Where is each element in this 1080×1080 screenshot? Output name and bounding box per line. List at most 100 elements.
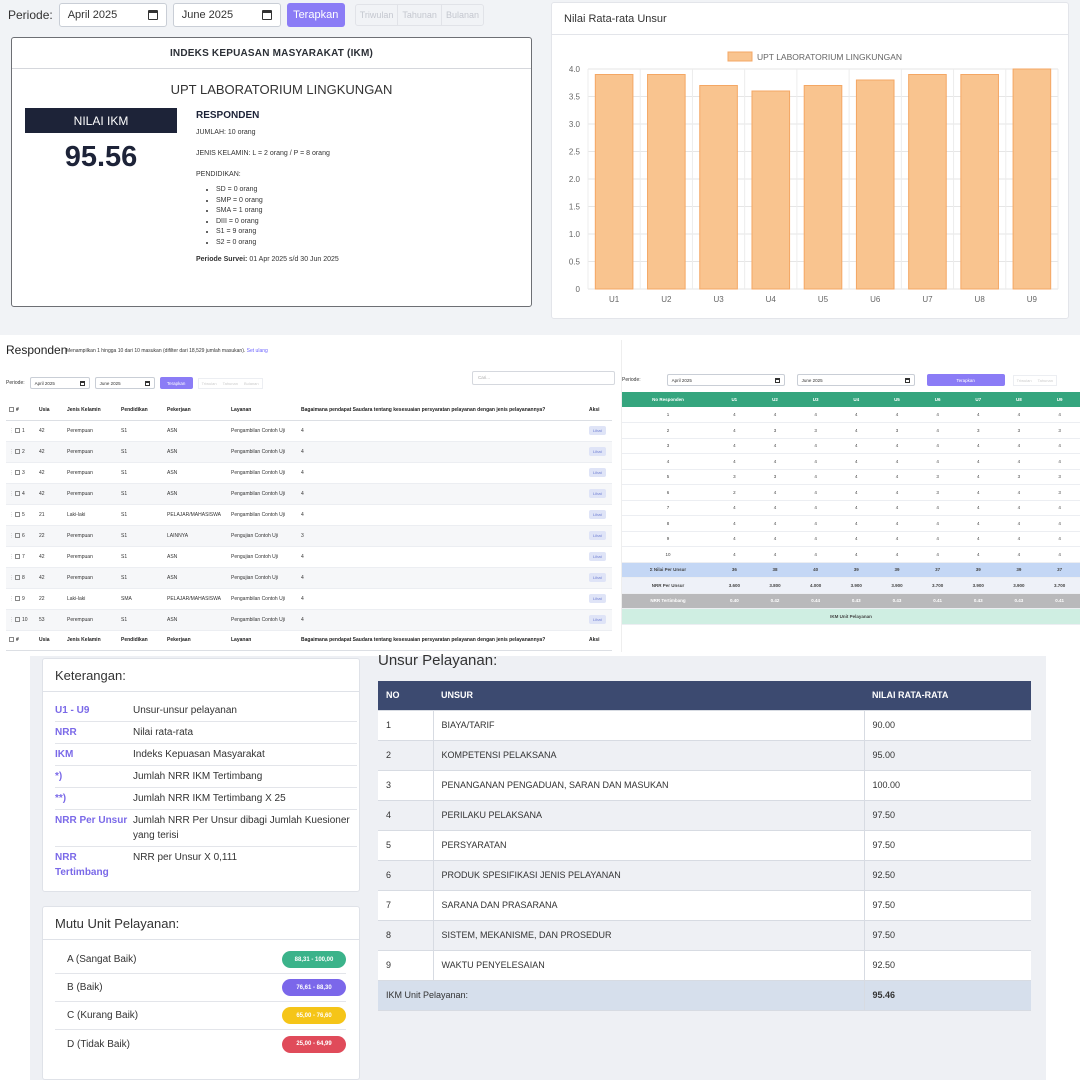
calendar-icon[interactable] — [144, 380, 150, 386]
select-all-checkbox[interactable] — [9, 406, 14, 412]
matrix-cell: 4 — [957, 515, 999, 532]
matrix-cell: 4 — [1039, 531, 1080, 547]
matrix-cell: 4 — [876, 484, 918, 501]
drag-handle-icon[interactable]: ⋮ — [9, 469, 14, 476]
row-checkbox[interactable] — [15, 490, 20, 496]
calendar-icon[interactable] — [261, 10, 272, 20]
drag-handle-icon[interactable]: ⋮ — [9, 448, 14, 455]
lihat-button[interactable]: Lihat — [589, 426, 606, 435]
unsur-no: 2 — [378, 739, 433, 771]
matrix-cell: 4 — [835, 407, 877, 423]
lihat-button[interactable]: Lihat — [589, 552, 606, 561]
drag-handle-icon[interactable]: ⋮ — [9, 553, 14, 560]
drag-handle-icon[interactable]: ⋮ — [9, 574, 14, 581]
table-cell: 4 — [298, 483, 586, 505]
lihat-button[interactable]: Lihat — [589, 489, 606, 498]
matrix-cell: 4 — [998, 515, 1040, 532]
row-checkbox[interactable] — [15, 553, 20, 559]
col-pertanyaan[interactable]: Bagaimana pendapat Saudara tentang keses… — [298, 400, 586, 421]
col-layanan[interactable]: Layanan — [228, 400, 298, 421]
x-tick-label: U9 — [1027, 295, 1038, 304]
row-checkbox[interactable] — [15, 616, 20, 622]
x-tick-label: U4 — [766, 295, 777, 304]
summary-cell: 39 — [876, 562, 918, 578]
search-input[interactable]: Cari... — [472, 371, 615, 385]
summary-cell: 0.41 — [1039, 593, 1080, 609]
table-cell: 4 — [298, 609, 586, 631]
calendar-icon[interactable] — [774, 377, 780, 383]
keterangan-key: **) — [55, 793, 67, 804]
date-from-input[interactable]: April 2025 — [666, 374, 785, 386]
apply-button[interactable]: Terapkan — [159, 377, 193, 389]
drag-handle-icon[interactable]: ⋮ — [9, 532, 14, 539]
row-checkbox[interactable] — [15, 574, 20, 580]
col-usia[interactable]: Usia — [36, 400, 64, 421]
lihat-button[interactable]: Lihat — [589, 531, 606, 540]
table-cell: ASN — [164, 420, 228, 442]
calendar-icon[interactable] — [79, 380, 85, 386]
drag-handle-icon[interactable]: ⋮ — [9, 616, 14, 623]
matrix-cell: 3 — [917, 469, 958, 485]
apply-button[interactable]: Terapkan — [926, 374, 1005, 386]
matrix-cell: 4 — [835, 484, 877, 501]
row-checkbox[interactable] — [15, 469, 20, 475]
lihat-button[interactable]: Lihat — [589, 594, 606, 603]
segment-triwulan[interactable]: Triwulan — [201, 380, 217, 386]
segment-tahunan[interactable]: Tahunan — [1037, 377, 1053, 383]
date-from-input[interactable]: April 2025 — [29, 377, 90, 389]
pendidikan-item: DIII = 0 orang — [216, 218, 339, 225]
col-pekerjaan[interactable]: Pekerjaan — [164, 400, 228, 421]
segment-bulanan[interactable]: Bulanan — [445, 10, 479, 20]
unsur-value: 92.50 — [863, 949, 1031, 981]
row-checkbox[interactable] — [15, 532, 20, 538]
lihat-button[interactable]: Lihat — [589, 510, 606, 519]
table-cell: ASN — [164, 546, 228, 568]
matrix-cell: 4 — [1039, 438, 1080, 454]
row-checkbox[interactable] — [15, 595, 20, 601]
pendidikan-item: SMP = 0 orang — [216, 197, 339, 204]
matrix-cell: 4 — [876, 515, 918, 532]
row-checkbox[interactable] — [15, 448, 20, 454]
keterangan-value: Indeks Kepuasan Masyarakat — [133, 749, 265, 760]
segment-tahunan[interactable]: Tahunan — [222, 380, 238, 386]
unsur-value: 97.50 — [863, 889, 1031, 921]
segment-bulanan[interactable]: Bulanan — [243, 380, 259, 386]
drag-handle-icon[interactable]: ⋮ — [9, 595, 14, 602]
unsur-row: 2 KOMPETENSI PELAKSANA 95.00 — [378, 739, 1031, 771]
matrix-cell: 3 — [1039, 422, 1080, 439]
drag-handle-icon[interactable]: ⋮ — [9, 427, 14, 434]
date-to-input[interactable]: June 2025 — [172, 3, 281, 27]
table-cell: Perempuan — [64, 420, 118, 442]
matrix-cell: 4 — [835, 546, 877, 563]
drag-handle-icon[interactable]: ⋮ — [9, 490, 14, 497]
date-to-input[interactable]: June 2025 — [796, 374, 915, 386]
matrix-cell: 4 — [754, 531, 796, 547]
lihat-button[interactable]: Lihat — [589, 573, 606, 582]
reset-link[interactable]: Set ulang — [246, 348, 268, 354]
segment-triwulan[interactable]: Triwulan — [356, 5, 399, 25]
matrix-cell: 4 — [622, 453, 714, 470]
keterangan-row: NRR Per Unsur Jumlah NRR Per Unsur dibagi… — [55, 810, 357, 847]
select-all-checkbox[interactable] — [9, 637, 14, 643]
table-cell: 42 — [36, 567, 64, 589]
row-checkbox[interactable] — [15, 511, 20, 517]
unsur-no: 3 — [378, 769, 433, 801]
col-jenis-kelamin[interactable]: Jenis Kelamin — [64, 400, 118, 421]
segment-tahunan[interactable]: Tahunan — [398, 5, 442, 25]
apply-button[interactable]: Terapkan — [286, 3, 345, 27]
col-pendidikan[interactable]: Pendidikan — [118, 400, 164, 421]
lihat-button[interactable]: Lihat — [589, 615, 606, 624]
matrix-cell: 4 — [998, 531, 1040, 547]
lihat-button[interactable]: Lihat — [589, 447, 606, 456]
unsur-no: 5 — [378, 829, 433, 861]
lihat-button[interactable]: Lihat — [589, 468, 606, 477]
calendar-icon[interactable] — [904, 377, 910, 383]
row-checkbox[interactable] — [15, 427, 20, 433]
date-to-input[interactable]: June 2025 — [94, 377, 155, 389]
drag-handle-icon[interactable]: ⋮ — [9, 511, 14, 518]
unsur-no: 4 — [378, 799, 433, 831]
date-from-input[interactable]: April 2025 — [58, 3, 167, 27]
calendar-icon[interactable] — [147, 10, 158, 20]
segment-triwulan[interactable]: Triwulan — [1016, 377, 1032, 383]
summary-cell: 0.43 — [957, 593, 999, 609]
